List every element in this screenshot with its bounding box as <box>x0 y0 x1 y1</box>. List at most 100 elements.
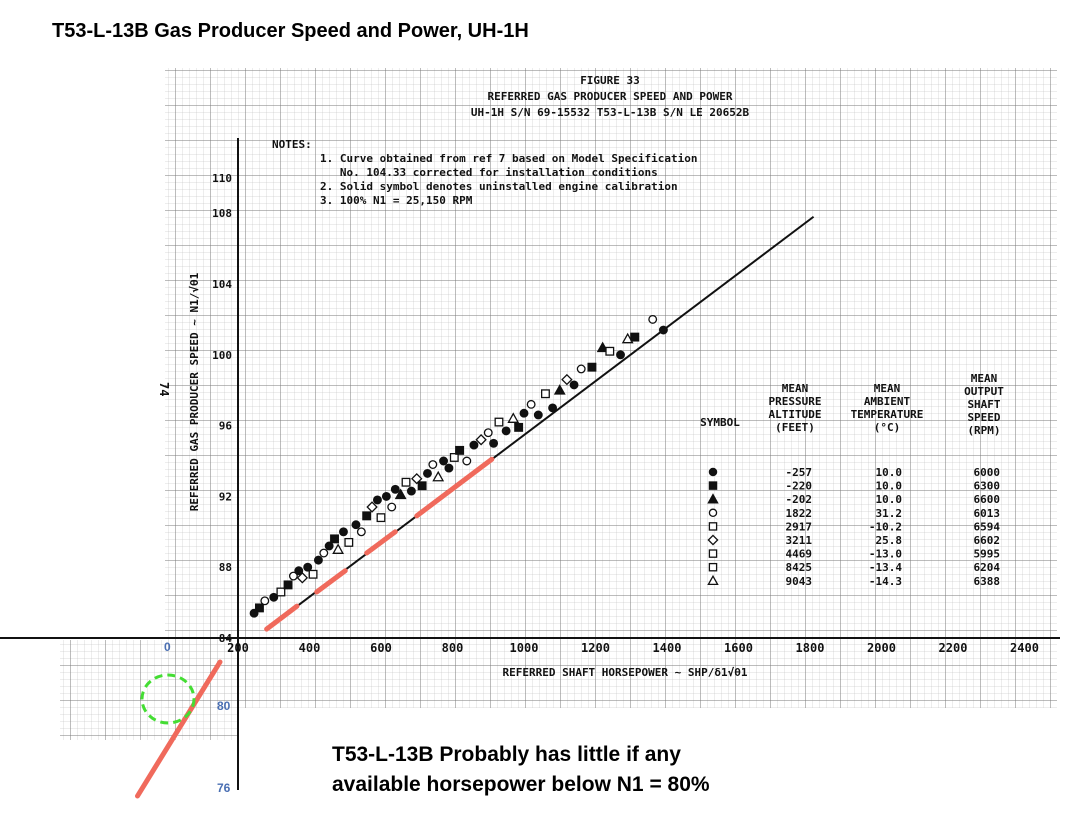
data-point <box>501 426 511 436</box>
data-point <box>489 438 499 448</box>
data-point <box>372 495 382 505</box>
highlight-layer <box>135 456 495 799</box>
data-point <box>381 491 391 501</box>
data-point <box>455 445 465 455</box>
x-axis-label: REFERRED SHAFT HORSEPOWER ~ SHP/δ1√θ1 <box>502 666 747 679</box>
data-point <box>561 373 573 386</box>
data-points <box>249 314 668 618</box>
data-point <box>276 587 286 597</box>
data-point <box>519 408 529 418</box>
y-tick-labels: 84 88 92 96 100 104 108 110 <box>212 172 232 645</box>
legend-temperature: -13.0 <box>869 548 902 561</box>
data-point <box>269 592 279 602</box>
legend-header-altitude: MEAN <box>782 382 809 395</box>
data-point <box>548 403 558 413</box>
legend-altitude: -202 <box>786 493 813 506</box>
data-point <box>283 580 293 590</box>
data-point <box>417 481 427 491</box>
x-tick-label: 1200 <box>581 641 610 655</box>
y-tick-label: 96 <box>219 420 233 433</box>
extension-x-zero-label: 0 <box>164 640 171 654</box>
data-point <box>296 572 309 584</box>
legend-altitude: 2917 <box>786 520 813 533</box>
data-point <box>494 417 504 427</box>
legend-temperature: 25.8 <box>876 534 903 547</box>
legend-temperature: -14.3 <box>869 575 902 588</box>
data-point <box>439 456 449 466</box>
y-tick-label: 104 <box>212 278 232 291</box>
data-point <box>366 501 378 513</box>
note-line: 1. Curve obtained from ref 7 based on Mo… <box>320 152 698 165</box>
x-tick-label: 1400 <box>653 641 682 655</box>
legend-speed: 6388 <box>974 575 1001 588</box>
legend-speed: 6602 <box>974 534 1001 547</box>
data-point <box>576 364 586 374</box>
legend-symbol-open-square <box>708 549 718 558</box>
legend-altitude: 9043 <box>786 575 813 588</box>
data-point <box>507 412 520 423</box>
x-tick-label: 2400 <box>1010 641 1039 655</box>
data-point <box>432 470 445 482</box>
legend-temperature: 10.0 <box>876 493 903 506</box>
data-point <box>303 562 313 572</box>
page-number: 74 <box>157 382 171 396</box>
y-tick-label: 88 <box>219 561 232 574</box>
annotation-line: available horsepower below N1 = 80% <box>332 773 710 796</box>
note-line: No. 104.33 corrected for installation co… <box>320 166 658 179</box>
data-point <box>319 548 329 558</box>
data-point <box>254 603 264 613</box>
y-tick-label: 100 <box>212 349 232 362</box>
annotation-note: T53-L-13B Probably has little if any ava… <box>332 740 710 800</box>
highlight-segment <box>414 456 495 519</box>
figure-number: FIGURE 33 <box>580 74 640 87</box>
curve-layer <box>265 215 815 630</box>
data-point <box>394 488 407 500</box>
figure-subtitle: UH-1H S/N 69-15532 T53-L-13B S/N LE 2065… <box>471 106 750 119</box>
legend-symbol-filled-triangle <box>707 493 719 504</box>
legend-altitude: 3211 <box>786 534 813 547</box>
data-point <box>658 325 668 335</box>
legend: SYMBOLMEANPRESSUREALTITUDE(FEET)MEANAMBI… <box>700 372 1004 588</box>
legend-temperature: -13.4 <box>869 561 902 574</box>
data-point <box>514 422 524 432</box>
legend-altitude: 8425 <box>786 561 813 574</box>
highlight-segment <box>314 568 348 595</box>
data-point <box>260 596 270 606</box>
legend-symbol-open-triangle <box>707 574 719 586</box>
y-tick-label: 84 <box>219 632 233 645</box>
data-point <box>376 513 386 523</box>
x-tick-label: 600 <box>370 641 392 655</box>
data-point <box>587 362 597 372</box>
data-point <box>339 527 348 537</box>
data-point <box>308 569 318 579</box>
data-point <box>444 463 454 473</box>
annotation-line: T53-L-13B Probably has little if any <box>332 743 681 766</box>
y-tick-label: 92 <box>219 490 232 503</box>
data-point <box>483 428 493 438</box>
x-tick-label: 1000 <box>510 641 539 655</box>
data-point <box>569 380 579 390</box>
data-point <box>605 346 615 356</box>
highlight-segment <box>264 603 300 632</box>
data-point <box>406 486 416 496</box>
legend-symbol-open-diamond <box>707 534 719 546</box>
data-point <box>362 511 372 521</box>
axes <box>0 138 1060 790</box>
legend-header-speed: MEAN <box>971 372 998 385</box>
note-line: 3. 100% N1 = 25,150 RPM <box>320 194 473 207</box>
x-tick-label: 800 <box>442 641 464 655</box>
legend-header-temperature: TEMPERATURE <box>851 408 924 421</box>
data-point <box>288 571 298 581</box>
data-point <box>526 399 536 409</box>
data-point <box>387 502 397 512</box>
page-title: T53-L-13B Gas Producer Speed and Power, … <box>52 20 529 42</box>
legend-header-altitude: ALTITUDE <box>769 408 822 421</box>
figure-header: FIGURE 33 REFERRED GAS PRODUCER SPEED AN… <box>471 74 750 119</box>
data-point <box>630 332 640 342</box>
x-tick-label: 2000 <box>867 641 896 655</box>
legend-speed: 6204 <box>974 561 1001 574</box>
n1-80-circle <box>140 673 196 725</box>
legend-header-speed: SPEED <box>967 411 1000 424</box>
notes: NOTES: 1. Curve obtained from ref 7 base… <box>272 138 698 207</box>
